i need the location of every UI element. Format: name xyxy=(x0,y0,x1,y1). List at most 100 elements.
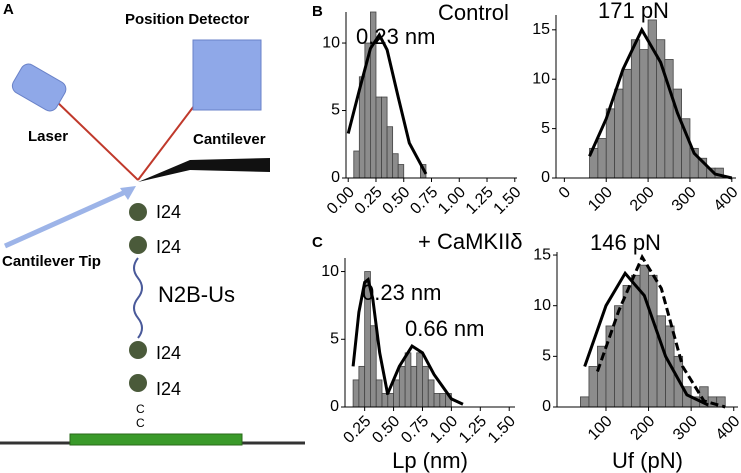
domain-label: I24 xyxy=(156,202,181,222)
schematic: Position Detector Laser Cantilever Canti… xyxy=(0,11,305,446)
bar xyxy=(439,393,447,408)
linker-label: C xyxy=(136,416,145,430)
annotation: 171 pN xyxy=(598,0,669,23)
bar xyxy=(422,365,429,408)
x-tick-label: 400 xyxy=(711,184,741,215)
bar xyxy=(387,393,394,408)
bar xyxy=(375,96,382,179)
bar xyxy=(381,96,388,179)
x-tick-label: 1.25 xyxy=(463,184,497,218)
bar xyxy=(631,274,641,408)
bar xyxy=(580,396,590,408)
laser-label: Laser xyxy=(28,128,68,145)
x-tick-label: 0.50 xyxy=(380,184,414,218)
fit-curve xyxy=(588,26,733,180)
x-tick-label: 1.25 xyxy=(456,413,490,447)
fit-curve xyxy=(351,277,390,396)
domain-label: I24 xyxy=(156,237,181,257)
annotation: 0.66 nm xyxy=(405,316,485,341)
x-tick-label: 200 xyxy=(627,413,658,444)
bar xyxy=(597,138,607,179)
x-tick-label: 200 xyxy=(627,184,658,215)
annotation: 0.23 nm xyxy=(356,24,436,49)
annotation: 146 pN xyxy=(590,230,661,255)
x-tick-label: 0.00 xyxy=(324,184,358,218)
x-tick-label: 1.00 xyxy=(427,413,461,447)
x-tick-label: 0.25 xyxy=(340,413,374,447)
bar xyxy=(416,352,423,408)
x-tick-label: 0.25 xyxy=(352,184,386,218)
x-tick-label: 0.50 xyxy=(369,413,403,447)
y-tick-label: 0 xyxy=(541,169,550,186)
x-tick-label: 100 xyxy=(585,413,616,444)
x-axis-label: Lp (nm) xyxy=(392,448,468,473)
fit-curve xyxy=(386,343,464,406)
y-tick-label: 0 xyxy=(542,398,551,415)
x-tick-label: 0.75 xyxy=(407,184,441,218)
detector-label: Position Detector xyxy=(125,11,249,28)
y-tick-label: 10 xyxy=(532,70,550,87)
y-tick-label: 10 xyxy=(322,34,340,51)
bar xyxy=(353,150,360,179)
bar xyxy=(381,393,389,408)
fit-curve xyxy=(596,253,726,409)
laser-beam xyxy=(54,99,139,181)
fit-curve xyxy=(346,31,428,175)
bar xyxy=(392,153,399,179)
bar xyxy=(386,126,394,179)
row-title: + CaMKIIδ xyxy=(418,229,523,254)
x-tick-label: 1.00 xyxy=(435,184,469,218)
x-axis-label: Uf (pN) xyxy=(612,448,683,473)
bar xyxy=(370,325,377,408)
panel-label: C xyxy=(312,234,323,251)
x-tick-label: 300 xyxy=(669,184,700,215)
laser-icon xyxy=(11,63,67,112)
domain-label: I24 xyxy=(156,343,181,363)
row-title: Control xyxy=(438,0,509,25)
cantilever-icon xyxy=(138,158,270,182)
segment-label: N2B-Us xyxy=(158,282,235,307)
y-tick-label: 10 xyxy=(321,263,339,280)
y-tick-label: 5 xyxy=(331,102,340,119)
panel-label: A xyxy=(3,1,14,18)
bar xyxy=(393,379,400,408)
bar xyxy=(398,365,406,408)
bar xyxy=(614,88,624,179)
x-tick-label: 300 xyxy=(670,413,701,444)
bar xyxy=(622,285,632,408)
bar xyxy=(352,379,360,408)
x-tick-label: 0.75 xyxy=(398,413,432,447)
annotation: 0.23 nm xyxy=(362,280,442,305)
y-tick-label: 10 xyxy=(533,297,551,314)
detector-icon xyxy=(192,39,262,111)
bar xyxy=(605,325,615,408)
panel-label: B xyxy=(312,3,323,20)
fit-curve xyxy=(583,270,709,407)
protein-icons xyxy=(129,203,147,392)
bar xyxy=(410,365,418,408)
bar xyxy=(375,379,383,408)
bar xyxy=(427,379,435,408)
bar xyxy=(397,164,405,179)
y-tick-label: 0 xyxy=(331,169,340,186)
bar xyxy=(648,274,658,408)
bar xyxy=(404,352,412,408)
y-tick-label: 15 xyxy=(532,21,550,38)
bar xyxy=(639,49,649,179)
bar xyxy=(433,393,441,408)
x-tick-label: 0 xyxy=(556,184,574,202)
y-tick-label: 5 xyxy=(330,330,339,347)
cantilever-label: Cantilever xyxy=(193,131,266,148)
bar xyxy=(358,365,366,408)
disordered-segment xyxy=(133,257,143,339)
tip-label: Cantilever Tip xyxy=(2,253,101,270)
substrate xyxy=(69,433,243,446)
bar xyxy=(639,264,649,408)
y-tick-label: 0 xyxy=(330,398,339,415)
tip-arrowhead xyxy=(120,186,136,200)
x-tick-label: 100 xyxy=(585,184,616,215)
y-tick-label: 15 xyxy=(533,246,551,263)
bar xyxy=(630,39,641,179)
x-tick-label: 400 xyxy=(713,413,741,444)
